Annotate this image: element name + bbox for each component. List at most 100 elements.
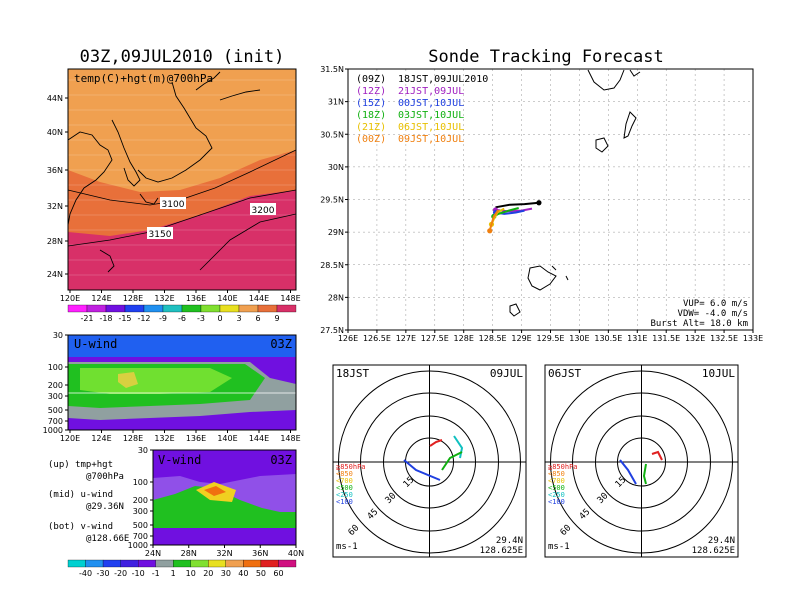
tracking-lon-tick-label: 130.5E (594, 334, 622, 343)
tracking-lat-tick-label: 27.5N (320, 326, 344, 335)
wind-colorbar-swatch (138, 559, 156, 568)
tracking-grid (348, 69, 753, 330)
vwind-lat-tick-label: 40N (288, 549, 304, 558)
temp-colorbar-label: 6 (255, 314, 260, 323)
vwind-lat-tick-label: 32N (216, 549, 232, 558)
track-legend-time: 06JST,10JUL (398, 122, 464, 133)
uwind-lon-tick-label: 120E (60, 434, 80, 443)
map-lon-tick-label: 136E (186, 294, 206, 303)
tracking-lon-tick-label: 129.5E (537, 334, 565, 343)
uwind-lon-tick-label: 128E (123, 434, 143, 443)
track-param: VUP= 6.0 m/s (683, 299, 748, 309)
hodograph-wind-line (651, 450, 663, 461)
temp-colorbar-swatch (105, 304, 126, 313)
uwind-p-tick-label: 30 (53, 331, 63, 340)
vwind-lat-tick-label: 36N (252, 549, 268, 558)
map-lon-tick-label: 124E (91, 294, 111, 303)
contour-label-3100: 3100 (162, 200, 185, 210)
v-wind-panel: V-wind 03Z (152, 449, 297, 546)
map-lat-tick-label: 28N (47, 237, 63, 246)
hodograph-legend-item: <100 (336, 498, 353, 506)
tracking-lon-tick-label: 128E (454, 334, 474, 343)
vwind-orange-spot (204, 486, 226, 496)
tracking-lon-tick-label: 128.5E (479, 334, 507, 343)
contour-label-3150: 3150 (149, 230, 172, 240)
hodograph-wind-line (441, 451, 463, 471)
hodograph-legend-item: <850 (336, 470, 353, 478)
tracking-lon-tick-label: 127E (396, 334, 416, 343)
wind-colorbar-swatch (85, 559, 104, 568)
track-legend-code: (09Z) (356, 74, 386, 85)
uwind-lon-ticks: 120E 124E 128E 132E 136E 140E 144E 148E (60, 430, 301, 443)
track-legend-code: (12Z) (356, 86, 386, 97)
hodograph-date-label: 09JUL (490, 367, 523, 380)
tracking-lat-tick-label: 30N (328, 163, 344, 172)
temp-colorbar-label: 9 (274, 314, 279, 323)
tracking-lon-tick-label: 131.5E (652, 334, 680, 343)
map-lat-tick-label: 36N (47, 166, 63, 175)
temp-colorbar-swatch (67, 304, 88, 313)
uwind-lon-tick-label: 124E (91, 434, 111, 443)
temp-colorbar-swatch (276, 304, 297, 313)
track-legend-code: (21Z) (356, 122, 386, 133)
temp-colorbar-swatch (162, 304, 183, 313)
wind-colorbar-swatch (102, 559, 121, 568)
vwind-p-tick-label: 200 (133, 496, 148, 505)
track-end-marker-5 (487, 228, 493, 234)
temp-colorbar-label: -18 (99, 314, 112, 323)
temperature-map-panel: 3100 3150 3200 temp(C)+hgt(m)@700hPa (67, 68, 297, 291)
note-subtitle: @700hPa (86, 472, 124, 482)
tracking-lon-tick-label: 133E (743, 334, 763, 343)
hodograph-time-label: 06JST (548, 367, 581, 380)
map-lon-tick-label: 120E (60, 294, 80, 303)
temp-colorbar-label: -3 (197, 314, 205, 323)
temp-colorbar-swatch (143, 304, 164, 313)
map-lon-tick-label: 140E (217, 294, 237, 303)
track-legend-code: (18Z) (356, 110, 386, 121)
tracking-lon-tick-label: 129E (511, 334, 531, 343)
tracking-lat-tick-label: 31N (328, 98, 344, 107)
wind-colorbar-swatch (155, 559, 174, 568)
temp-colorbar-label: -12 (137, 314, 150, 323)
uwind-lon-tick-label: 132E (154, 434, 174, 443)
map-hot-fill (68, 190, 296, 290)
track-legend-time: 03JST,10JUL (398, 110, 464, 121)
vwind-p-tick-label: 500 (133, 521, 148, 530)
temp-colorbar-label: 3 (236, 314, 241, 323)
tracking-lat-tick-label: 28.5N (320, 261, 344, 270)
map-panel-label: temp(C)+hgt(m)@700hPa (74, 72, 213, 85)
map-lon-tick-label: 148E (280, 294, 300, 303)
hodograph-wind-line (642, 463, 647, 485)
temp-colorbar-swatch (257, 304, 278, 313)
uwind-p-tick-label: 300 (48, 392, 63, 401)
temp-colorbar-swatch (219, 304, 240, 313)
temp-colorbar-label: -6 (178, 314, 186, 323)
hodograph-lat: 29.4N (708, 536, 735, 546)
tracking-lon-tick-label: 127.5E (421, 334, 449, 343)
temp-colorbar-label: -9 (159, 314, 167, 323)
hodograph-wind-line (619, 459, 637, 485)
wind-colorbar-swatch (120, 559, 139, 568)
note-heading: (bot) v-wind (48, 522, 113, 532)
wind-colorbar-swatch (173, 559, 191, 568)
hodograph-legend-item: <500 (336, 484, 353, 492)
wind-colorbar: -40 -30 -20 -10 -1 1 10 20 30 40 50 60 (67, 559, 297, 578)
wind-colorbar-label: 1 (171, 569, 176, 578)
wind-colorbar-label: 60 (273, 569, 283, 578)
map-lon-ticks: 120E 124E 128E 132E 136E 140E 144E 148E (60, 290, 301, 303)
tracking-lon-tick-label: 132.5E (710, 334, 738, 343)
uwind-upper-band (68, 335, 296, 357)
uwind-p-tick-label: 100 (48, 363, 63, 372)
wind-colorbar-label: -1 (152, 569, 160, 578)
tracking-lat-tick-label: 29N (328, 228, 344, 237)
wind-colorbar-swatch (225, 559, 244, 568)
uwind-p-tick-label: 200 (48, 381, 63, 390)
vwind-p-tick-label: 300 (133, 507, 148, 516)
track-legend-time: 18JST,09JUL2010 (398, 74, 488, 85)
tracking-panel: (09Z) 18JST,09JUL2010 (12Z) 21JST,09JUL (15Z… (347, 68, 754, 331)
track-legend-time: 21JST,09JUL (398, 86, 464, 97)
left-title: 03Z,09JUL2010 (init) (80, 47, 285, 67)
u-wind-panel: U-wind 03Z (67, 334, 297, 431)
temp-colorbar-swatch (124, 304, 145, 313)
